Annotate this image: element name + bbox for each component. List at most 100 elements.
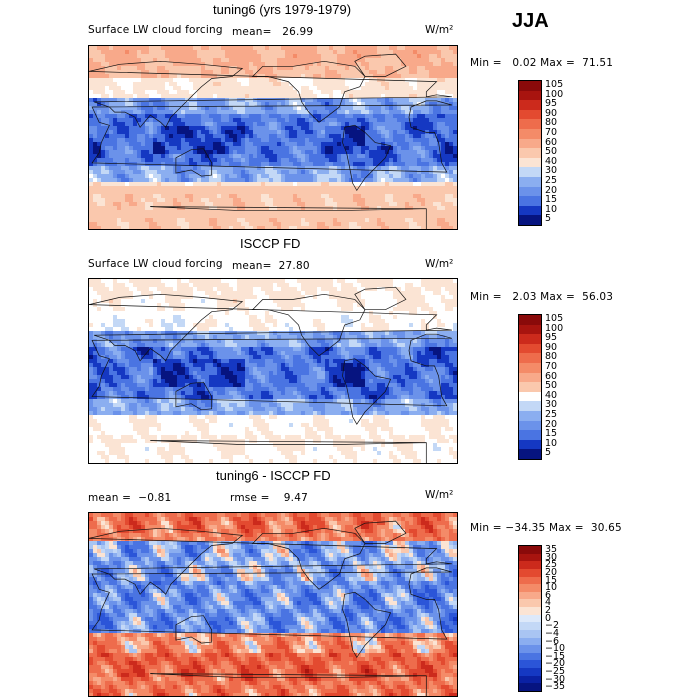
heatmap-cell <box>401 78 406 83</box>
heatmap-cell <box>329 70 334 75</box>
heatmap-cell <box>89 118 94 123</box>
heatmap-cell <box>353 194 358 199</box>
heatmap-cell <box>129 66 134 71</box>
heatmap-cell <box>353 174 358 179</box>
heatmap-cell <box>329 194 334 199</box>
heatmap-cell <box>349 291 354 296</box>
heatmap-cell <box>269 186 274 191</box>
heatmap-cell <box>425 66 430 71</box>
heatmap-cell <box>173 122 178 127</box>
heatmap-cell <box>301 186 306 191</box>
heatmap-cell <box>181 190 186 195</box>
heatmap-cell <box>445 178 450 183</box>
heatmap-cell <box>181 142 186 147</box>
heatmap-cell <box>165 50 170 55</box>
heatmap-cell <box>173 303 178 308</box>
heatmap-cell <box>249 70 254 75</box>
heatmap-cell <box>269 110 274 115</box>
heatmap-cell <box>369 122 374 127</box>
heatmap-cell <box>273 226 278 229</box>
heatmap-cell <box>105 82 110 87</box>
heatmap-cell <box>169 226 174 229</box>
heatmap-cell <box>429 291 434 296</box>
heatmap-cell <box>189 279 194 284</box>
heatmap-cell <box>377 114 382 119</box>
heatmap-cell <box>113 90 118 95</box>
heatmap-cell <box>193 190 198 195</box>
heatmap-cell <box>253 158 258 163</box>
heatmap-cell <box>397 158 402 163</box>
heatmap-cell <box>425 138 430 143</box>
heatmap-cell <box>197 162 202 167</box>
heatmap-cell <box>337 291 342 296</box>
heatmap-cell <box>369 283 374 288</box>
heatmap-cell <box>117 279 122 284</box>
heatmap-cell <box>209 70 214 75</box>
heatmap-cell <box>165 222 170 227</box>
heatmap-cell <box>249 82 254 87</box>
heatmap-cell <box>105 130 110 135</box>
heatmap-cell <box>105 86 110 91</box>
heatmap-cell <box>377 194 382 199</box>
heatmap-cell <box>285 210 290 215</box>
heatmap-cell <box>137 303 142 308</box>
heatmap-cell <box>425 194 430 199</box>
heatmap-cell <box>225 114 230 119</box>
heatmap-cell <box>301 122 306 127</box>
heatmap-cell <box>273 218 278 223</box>
heatmap-cell <box>341 90 346 95</box>
heatmap-cell <box>401 182 406 187</box>
heatmap-cell <box>161 206 166 211</box>
heatmap-cell <box>349 118 354 123</box>
heatmap-cell <box>249 138 254 143</box>
heatmap-cell <box>201 166 206 171</box>
heatmap-cell <box>357 182 362 187</box>
heatmap-cell <box>317 194 322 199</box>
heatmap-cell <box>129 90 134 95</box>
heatmap-cell <box>453 291 457 296</box>
heatmap-cell <box>105 210 110 215</box>
heatmap-cell <box>137 82 142 87</box>
heatmap-cell <box>281 74 286 79</box>
heatmap-cell <box>401 226 406 229</box>
heatmap-cell <box>181 303 186 308</box>
heatmap-cell <box>381 90 386 95</box>
heatmap-cell <box>309 303 314 308</box>
heatmap-cell <box>281 110 286 115</box>
heatmap-cell <box>349 194 354 199</box>
heatmap-cell <box>289 146 294 151</box>
heatmap-cell <box>381 279 386 284</box>
heatmap-cell <box>429 46 434 51</box>
heatmap-cell <box>353 114 358 119</box>
heatmap-cell <box>369 90 374 95</box>
heatmap-cell <box>137 182 142 187</box>
heatmap-cell <box>233 154 238 159</box>
heatmap-cell <box>125 162 130 167</box>
heatmap-cell <box>433 178 438 183</box>
heatmap-cell <box>181 58 186 63</box>
heatmap-cell <box>361 150 366 155</box>
heatmap-cell <box>265 174 270 179</box>
heatmap-cell <box>401 214 406 219</box>
heatmap-cell <box>341 114 346 119</box>
heatmap-cell <box>321 106 326 111</box>
heatmap-cell <box>229 194 234 199</box>
heatmap-cell <box>125 186 130 191</box>
heatmap-cell <box>325 299 330 304</box>
heatmap-cell <box>253 138 258 143</box>
heatmap-cell <box>209 54 214 59</box>
heatmap-cell <box>269 210 274 215</box>
heatmap-cell <box>89 138 94 143</box>
heatmap-cell <box>249 214 254 219</box>
heatmap-cell <box>89 78 94 83</box>
heatmap-cell <box>249 299 254 304</box>
heatmap-cell <box>141 178 146 183</box>
heatmap-cell <box>201 194 206 199</box>
heatmap-cell <box>261 162 266 167</box>
panel1-max-value: 71.51 <box>582 57 614 69</box>
heatmap-cell <box>393 62 398 67</box>
heatmap-cell <box>441 202 446 207</box>
heatmap-cell <box>333 287 338 292</box>
heatmap-cell <box>109 110 114 115</box>
heatmap-cell <box>357 210 362 215</box>
